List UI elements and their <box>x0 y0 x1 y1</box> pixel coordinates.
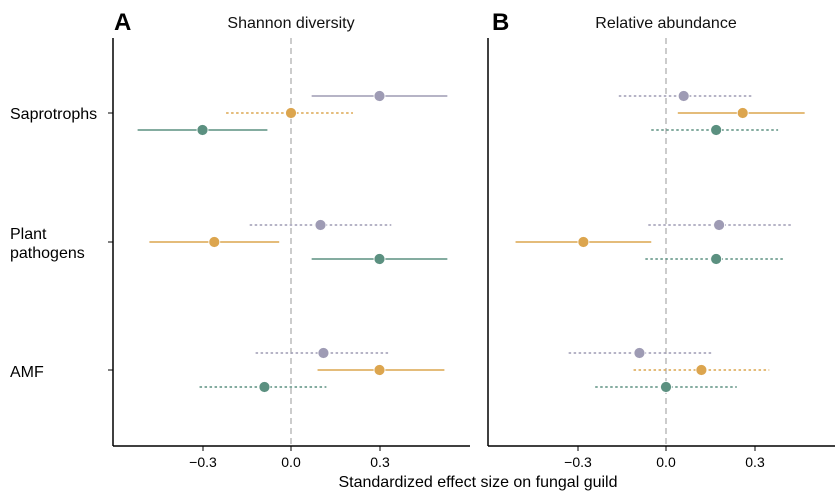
panel-b-tick-label: 0.0 <box>656 454 676 470</box>
panel-a-marks <box>137 90 448 393</box>
category-label-amf: AMF <box>10 364 44 381</box>
panel-a-x-ticks: −0.3 0.0 0.3 <box>189 446 390 470</box>
panel-b-point-plant-pathogens-series1 <box>713 219 725 231</box>
panel-a-point-saprotrophs-series1 <box>373 90 386 102</box>
panel-a-point-plant-pathogens-series1 <box>314 219 327 231</box>
panel-a-point-plant-pathogens-series3 <box>373 253 386 265</box>
panel-a: A Shannon diversity −0.3 0.0 0.3 <box>108 9 470 470</box>
category-labels: Saprotrophs Plant pathogens AMF <box>10 106 97 381</box>
panel-a-tick-label: 0.0 <box>281 454 301 470</box>
panel-b-point-amf-series3 <box>660 381 672 393</box>
panel-a-point-plant-pathogens-series2 <box>208 236 221 248</box>
panel-b-tick-label: 0.3 <box>745 454 765 470</box>
panel-a-title: Shannon diversity <box>227 15 354 32</box>
panel-b-tick-label: −0.3 <box>564 454 592 470</box>
panel-a-point-saprotrophs-series3 <box>196 124 209 136</box>
panel-a-point-saprotrophs-series2 <box>285 107 297 119</box>
panel-b-point-plant-pathogens-series2 <box>577 236 590 248</box>
panel-b-marks <box>515 90 805 393</box>
panel-a-point-amf-series1 <box>317 347 330 359</box>
panel-b-point-saprotrophs-series3 <box>710 124 723 136</box>
y-category-ticks <box>108 112 113 371</box>
panel-b-point-amf-series1 <box>633 347 646 359</box>
category-label-saprotrophs: Saprotrophs <box>10 106 97 123</box>
panel-b-point-plant-pathogens-series3 <box>710 253 723 265</box>
panel-b-point-saprotrophs-series1 <box>677 90 690 102</box>
panel-b-point-amf-series2 <box>695 364 708 376</box>
panel-b-letter: B <box>492 9 509 36</box>
panel-b-title: Relative abundance <box>595 15 737 32</box>
category-label-plant-pathogens-line1: Plant <box>10 226 47 243</box>
panel-a-letter: A <box>114 9 131 36</box>
panel-a-point-amf-series3 <box>258 381 271 393</box>
panel-b-x-ticks: −0.3 0.0 0.3 <box>564 446 765 470</box>
panel-a-tick-label: 0.3 <box>370 454 390 470</box>
panel-a-point-amf-series2 <box>373 364 386 376</box>
panel-b-point-saprotrophs-series2 <box>736 107 749 119</box>
x-axis-title: Standardized effect size on fungal guild <box>338 474 617 491</box>
panel-a-tick-label: −0.3 <box>189 454 217 470</box>
category-label-plant-pathogens-line2: pathogens <box>10 245 85 262</box>
panel-b: B Relative abundance −0.3 0.0 0.3 <box>487 9 835 470</box>
